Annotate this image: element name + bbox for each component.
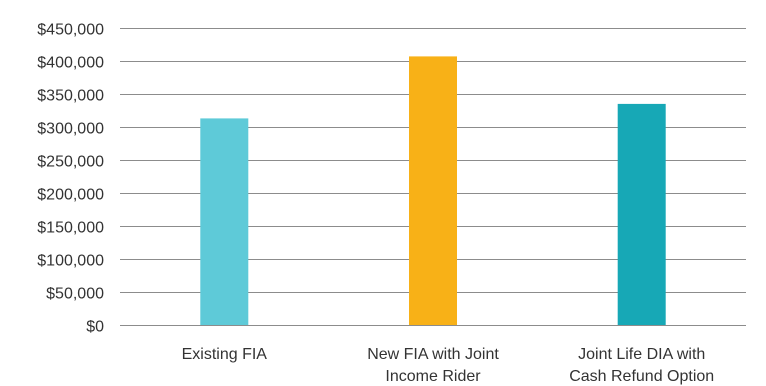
y-tick-label: $450,000	[37, 22, 104, 39]
y-tick-label: $300,000	[37, 121, 104, 138]
x-category-label: Existing FIA	[182, 346, 268, 363]
x-category-label: Joint Life DIA with Cash Refund Option	[569, 346, 714, 385]
bar-3	[617, 103, 666, 326]
y-tick-label: $250,000	[37, 154, 104, 171]
y-tick-label: $100,000	[37, 253, 104, 270]
x-category-label-line: Income Rider	[385, 368, 481, 385]
y-tick-label: $50,000	[46, 286, 104, 303]
y-tick-label: $350,000	[37, 88, 104, 105]
y-tick-label: $0	[86, 319, 104, 336]
bars	[200, 56, 666, 326]
x-category-label-line: Existing FIA	[182, 346, 268, 363]
x-category-label-line: Cash Refund Option	[569, 368, 714, 385]
y-axis-tick-labels: $0 $50,000 $100,000 $150,000 $200,000 $250,00…	[37, 22, 104, 336]
x-category-label-line: Joint Life DIA with	[578, 346, 705, 363]
bar-1	[200, 118, 249, 326]
y-tick-label: $150,000	[37, 220, 104, 237]
x-category-label-line: New FIA with Joint	[367, 346, 499, 363]
bar-2	[409, 56, 457, 326]
y-tick-label: $200,000	[37, 187, 104, 204]
x-category-label: New FIA with Joint Income Rider	[367, 346, 499, 385]
x-axis-category-labels: Existing FIA New FIA with Joint Income Rid…	[182, 346, 715, 385]
y-tick-label: $400,000	[37, 55, 104, 72]
